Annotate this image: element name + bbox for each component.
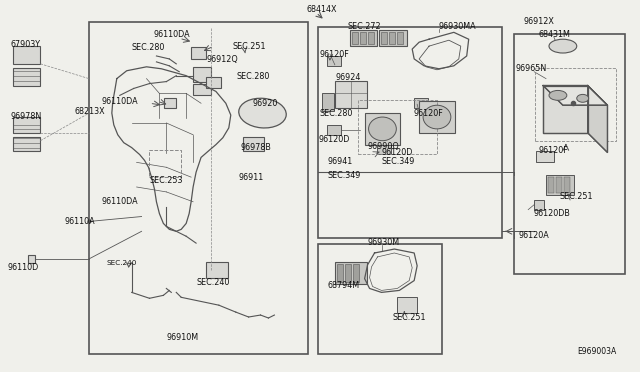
Text: 96930MA: 96930MA — [439, 22, 477, 31]
Text: 68794M: 68794M — [328, 281, 360, 290]
Bar — [206, 262, 228, 278]
Bar — [337, 264, 343, 282]
Bar — [193, 67, 211, 81]
Text: 96912X: 96912X — [524, 17, 554, 26]
Text: 68213X: 68213X — [74, 107, 105, 116]
Text: SEC.240: SEC.240 — [107, 260, 137, 266]
Text: 96110DA: 96110DA — [102, 197, 138, 206]
Text: SEC.272: SEC.272 — [348, 22, 381, 31]
Bar — [318, 28, 502, 238]
Bar — [191, 47, 206, 59]
Bar — [515, 34, 625, 274]
Bar — [378, 145, 392, 154]
Text: 68414X: 68414X — [306, 5, 337, 14]
Bar — [13, 117, 40, 133]
Text: 96120F: 96120F — [413, 109, 443, 118]
Bar — [397, 32, 403, 44]
Text: SEC.240: SEC.240 — [196, 278, 230, 287]
Bar — [349, 31, 378, 46]
Bar — [358, 100, 437, 154]
Text: 96120F: 96120F — [320, 49, 349, 58]
Text: 96110DA: 96110DA — [154, 30, 190, 39]
Bar — [556, 177, 562, 193]
Bar — [243, 137, 264, 151]
Ellipse shape — [549, 90, 567, 100]
Bar — [397, 297, 417, 313]
Ellipse shape — [239, 98, 286, 128]
Bar — [414, 98, 428, 108]
Text: SEC.349: SEC.349 — [328, 171, 362, 180]
Text: 96912Q: 96912Q — [207, 55, 239, 64]
Text: 68431M: 68431M — [538, 30, 570, 39]
Text: 96120A: 96120A — [518, 231, 549, 240]
Text: SEC.280: SEC.280 — [320, 109, 353, 118]
Bar — [327, 125, 341, 135]
Bar — [322, 93, 334, 111]
Text: SEC.251: SEC.251 — [233, 42, 266, 51]
Text: 96120D: 96120D — [318, 135, 349, 144]
Bar — [534, 200, 544, 210]
Bar — [28, 255, 35, 263]
Text: 96924: 96924 — [336, 73, 361, 82]
Bar — [327, 56, 341, 66]
Bar — [335, 81, 367, 108]
Bar — [89, 22, 308, 355]
Ellipse shape — [549, 39, 577, 53]
Bar — [352, 32, 358, 44]
Bar — [164, 98, 176, 108]
Polygon shape — [543, 86, 588, 133]
Polygon shape — [588, 86, 607, 153]
Bar — [548, 177, 554, 193]
Bar — [150, 150, 181, 177]
Bar — [367, 32, 374, 44]
Text: 96978B: 96978B — [241, 143, 271, 152]
Text: 96120D: 96120D — [381, 148, 413, 157]
Text: SEC.349: SEC.349 — [381, 157, 415, 166]
Bar — [419, 101, 455, 133]
Bar — [564, 177, 570, 193]
Text: 96110DA: 96110DA — [102, 97, 138, 106]
Text: 96110A: 96110A — [64, 217, 95, 226]
Bar — [335, 262, 367, 283]
Bar — [193, 84, 211, 95]
Text: SEC.251: SEC.251 — [392, 312, 426, 321]
Bar — [206, 77, 221, 89]
Bar — [365, 113, 400, 145]
Bar — [13, 46, 40, 64]
Text: 96910M: 96910M — [166, 333, 198, 342]
Text: 96930M: 96930M — [367, 238, 400, 247]
Text: 96920: 96920 — [253, 99, 278, 108]
Bar — [380, 31, 407, 46]
Bar — [535, 68, 616, 141]
Text: 96941: 96941 — [328, 157, 353, 166]
Bar — [536, 151, 554, 162]
Bar — [546, 175, 574, 195]
Text: 96120F: 96120F — [538, 146, 568, 155]
Bar — [381, 32, 387, 44]
Text: 96120DB: 96120DB — [533, 209, 570, 218]
Bar — [318, 244, 442, 355]
Text: 96110D: 96110D — [8, 263, 39, 272]
Text: SEC.251: SEC.251 — [560, 192, 593, 201]
Text: SEC.280: SEC.280 — [132, 43, 165, 52]
Polygon shape — [543, 86, 607, 105]
Text: 96978N: 96978N — [11, 112, 42, 121]
Text: SEC.253: SEC.253 — [150, 176, 183, 185]
Text: 96965N: 96965N — [515, 64, 547, 73]
Bar — [13, 68, 40, 86]
Bar — [360, 32, 365, 44]
Text: 96911: 96911 — [239, 173, 264, 182]
Ellipse shape — [423, 105, 451, 129]
Ellipse shape — [369, 117, 396, 141]
Text: SEC.280: SEC.280 — [237, 72, 270, 81]
Text: E969003A: E969003A — [578, 347, 617, 356]
Bar — [353, 264, 358, 282]
Ellipse shape — [577, 94, 589, 102]
Text: 67903Y: 67903Y — [11, 40, 41, 49]
Bar — [389, 32, 396, 44]
Bar — [13, 137, 40, 151]
Bar — [345, 264, 351, 282]
Text: 96990Q: 96990Q — [367, 142, 399, 151]
